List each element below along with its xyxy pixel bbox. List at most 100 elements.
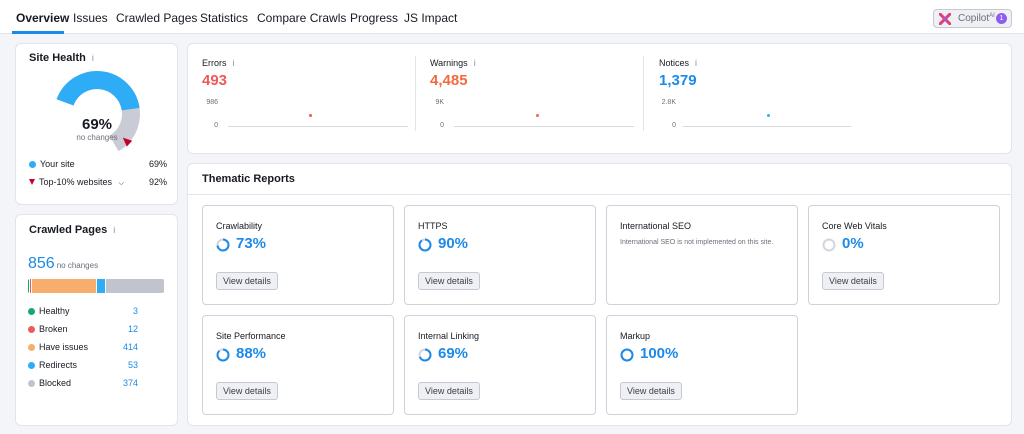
- report-card-core-web-vitals[interactable]: Core Web Vitals 0% View details: [808, 205, 1000, 305]
- thematic-reports-card: Thematic Reports Crawlability 73% View d…: [187, 163, 1012, 426]
- report-name: Core Web Vitals: [822, 221, 887, 231]
- have-issues-dot-icon: [28, 343, 35, 351]
- copilot-label: Copilot: [958, 13, 990, 24]
- site-health-change: no changes: [76, 133, 118, 142]
- divider: [415, 56, 416, 131]
- report-note: International SEO is not implemented on …: [620, 239, 774, 246]
- stacked-bar-segment[interactable]: [97, 279, 106, 293]
- crawled-row-have-issues[interactable]: Have issues 414: [28, 342, 138, 354]
- legend-top10-websites[interactable]: Top-10% websites ⌵ 92%: [29, 177, 167, 189]
- legend-your-site: Your site 69%: [29, 159, 167, 171]
- issues-metrics-card: Errors i 493 986 0 Warnings i 4,485 9K 0 N…: [187, 43, 1012, 154]
- crawled-row-redirects[interactable]: Redirects 53: [28, 360, 138, 372]
- stacked-bar-segment[interactable]: [105, 279, 164, 293]
- tab-statistics[interactable]: Statistics: [200, 11, 249, 25]
- errors-axis-bottom: 0: [214, 122, 218, 129]
- report-name: HTTPS: [418, 221, 448, 231]
- top10-marker: [122, 137, 133, 147]
- warnings-label: Warnings i: [430, 58, 476, 68]
- info-icon[interactable]: i: [473, 58, 476, 68]
- view-details-button[interactable]: View details: [418, 272, 480, 290]
- copilot-ai-superscript: AI: [989, 13, 995, 19]
- crawled-row-blocked[interactable]: Blocked 374: [28, 378, 138, 390]
- info-icon[interactable]: i: [695, 58, 698, 68]
- warnings-axis-line: [454, 126, 634, 127]
- report-percent: 100%: [640, 345, 679, 362]
- redirects-dot-icon: [28, 361, 35, 369]
- report-percent: 88%: [236, 345, 267, 362]
- report-card-site-performance[interactable]: Site Performance 88% View details: [202, 315, 394, 415]
- warnings-value[interactable]: 4,485: [430, 72, 468, 89]
- view-details-button[interactable]: View details: [418, 382, 480, 400]
- report-card-https[interactable]: HTTPS 90% View details: [404, 205, 596, 305]
- progress-ring-icon: [418, 348, 432, 362]
- notices-label: Notices i: [659, 58, 698, 68]
- thematic-reports-title: Thematic Reports: [202, 173, 295, 185]
- view-details-button[interactable]: View details: [216, 382, 278, 400]
- site-health-percent: 69%: [81, 116, 113, 133]
- info-icon[interactable]: i: [113, 225, 116, 235]
- report-card-international-seo[interactable]: International SEO International SEO is n…: [606, 205, 798, 305]
- notices-data-point[interactable]: [767, 114, 770, 117]
- broken-dot-icon: [28, 325, 35, 333]
- crawled-pages-total[interactable]: 856 no changes: [28, 255, 99, 272]
- report-card-crawlability[interactable]: Crawlability 73% View details: [202, 205, 394, 305]
- notices-axis-top: 2.8K: [661, 99, 676, 106]
- progress-ring-icon: [216, 348, 230, 362]
- divider: [188, 194, 1011, 195]
- errors-axis-line: [228, 126, 408, 127]
- errors-value[interactable]: 493: [202, 72, 228, 89]
- chevron-down-icon[interactable]: ⌵: [118, 180, 124, 187]
- view-details-button[interactable]: View details: [216, 272, 278, 290]
- view-details-button[interactable]: View details: [620, 382, 682, 400]
- crawled-row-broken[interactable]: Broken 12: [28, 324, 138, 336]
- report-name: Internal Linking: [418, 331, 480, 341]
- notices-axis-bottom: 0: [672, 122, 676, 129]
- crawled-pages-title: Crawled Pages: [29, 224, 108, 236]
- report-card-internal-linking[interactable]: Internal Linking 69% View details: [404, 315, 596, 415]
- blocked-dot-icon: [28, 379, 35, 387]
- stacked-bar-segment[interactable]: [29, 279, 32, 293]
- report-percent: 69%: [438, 345, 469, 362]
- crawled-row-healthy[interactable]: Healthy 3: [28, 306, 138, 318]
- warnings-data-point[interactable]: [536, 114, 539, 117]
- notices-axis-line: [683, 126, 851, 127]
- tab-progress[interactable]: Progress: [350, 11, 399, 25]
- report-name: Site Performance: [216, 331, 286, 341]
- notices-value[interactable]: 1,379: [659, 72, 697, 89]
- report-card-markup[interactable]: Markup 100% View details: [606, 315, 798, 415]
- errors-data-point[interactable]: [309, 114, 312, 117]
- active-tab-indicator: [12, 31, 64, 34]
- tab-compare-crawls[interactable]: Compare Crawls: [257, 11, 347, 25]
- site-health-title: Site Health: [29, 52, 86, 64]
- triangle-down-icon: [29, 179, 35, 185]
- stacked-bar-segment[interactable]: [31, 279, 98, 293]
- stacked-bar-segment[interactable]: [28, 279, 30, 293]
- site-health-card: Site Health i 69% no changes Your site 69…: [15, 43, 178, 205]
- progress-ring-icon: [620, 348, 634, 362]
- tab-overview[interactable]: Overview: [16, 11, 70, 25]
- report-percent: 73%: [236, 235, 267, 252]
- your-site-dot-icon: [29, 160, 36, 168]
- tab-js-impact[interactable]: JS Impact: [404, 11, 458, 25]
- copilot-button[interactable]: CopilotAI 1: [933, 9, 1012, 28]
- site-health-gauge: [56, 71, 140, 152]
- tab-issues[interactable]: Issues: [73, 11, 108, 25]
- progress-ring-icon: [418, 238, 432, 252]
- report-name: International SEO: [620, 221, 692, 231]
- report-percent: 90%: [438, 235, 469, 252]
- info-icon[interactable]: i: [91, 53, 94, 63]
- info-icon[interactable]: i: [232, 58, 235, 68]
- tab-crawled-pages[interactable]: Crawled Pages: [116, 11, 198, 25]
- view-details-button[interactable]: View details: [822, 272, 884, 290]
- errors-axis-top: 986: [206, 99, 218, 106]
- report-name: Markup: [620, 331, 651, 341]
- divider: [643, 56, 644, 131]
- crawled-pages-card: Crawled Pages i 856 no changes Healthy 3 B…: [15, 214, 178, 426]
- top-nav: Overview Issues Crawled Pages Statistics…: [0, 0, 1024, 34]
- warnings-axis-top: 9K: [435, 99, 444, 106]
- healthy-dot-icon: [28, 307, 35, 315]
- copilot-logo-icon: [938, 12, 952, 28]
- errors-label: Errors i: [202, 58, 235, 68]
- crawled-pages-change: no changes: [56, 261, 99, 270]
